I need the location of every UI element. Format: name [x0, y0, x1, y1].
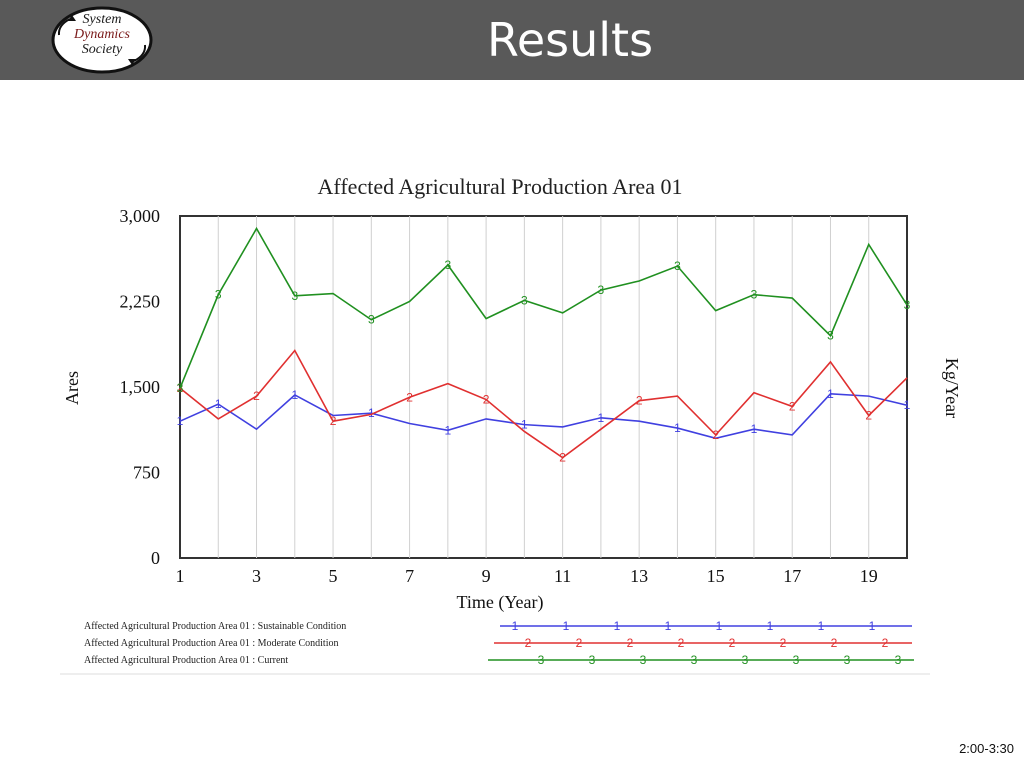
- legend-marker-3: 3: [895, 653, 902, 667]
- y-tick-label: 2,250: [120, 292, 161, 312]
- series-marker-2: 2: [253, 389, 260, 403]
- series-marker-1: 1: [751, 422, 758, 436]
- series-marker-3: 3: [827, 329, 834, 343]
- legend-marker-1: 1: [818, 619, 825, 633]
- slide-title: Results: [486, 13, 654, 67]
- line-chart: Affected Agricultural Production Area 01…: [60, 174, 962, 675]
- series-marker-1: 1: [674, 421, 681, 435]
- header-bar: System Dynamics Society Results: [0, 0, 1024, 80]
- x-tick-label: 9: [482, 566, 491, 586]
- series-marker-1: 1: [598, 411, 605, 425]
- legend-marker-1: 1: [716, 619, 723, 633]
- logo-line-2: Dynamics: [74, 27, 130, 42]
- series-marker-1: 1: [444, 423, 451, 437]
- x-tick-label: 3: [252, 566, 261, 586]
- logo-line-1: System: [82, 12, 122, 27]
- x-tick-label: 15: [707, 566, 725, 586]
- y-tick-label: 1,500: [120, 377, 161, 397]
- legend-marker-3: 3: [742, 653, 749, 667]
- series-marker-2: 2: [865, 409, 872, 423]
- series-marker-3: 3: [291, 289, 298, 303]
- x-tick-label: 1: [176, 566, 185, 586]
- legend-marker-1: 1: [512, 619, 519, 633]
- series-marker-1: 1: [177, 414, 184, 428]
- legend-marker-1: 1: [614, 619, 621, 633]
- x-tick-label: 7: [405, 566, 414, 586]
- series-marker-1: 1: [291, 388, 298, 402]
- series-marker-1: 1: [368, 406, 375, 420]
- legend-marker-3: 3: [793, 653, 800, 667]
- legend-marker-1: 1: [869, 619, 876, 633]
- series-marker-1: 1: [521, 418, 528, 432]
- legend: Affected Agricultural Production Area 01…: [84, 619, 914, 667]
- series-line-3: [179, 226, 908, 389]
- logo-line-3: Society: [81, 42, 123, 57]
- legend-marker-2: 2: [678, 636, 685, 650]
- legend-marker-1: 1: [563, 619, 570, 633]
- legend-marker-3: 3: [691, 653, 698, 667]
- series-marker-3: 3: [177, 381, 184, 395]
- legend-label: Affected Agricultural Production Area 01…: [84, 655, 288, 666]
- legend-marker-2: 2: [831, 636, 838, 650]
- series-marker-1: 1: [827, 387, 834, 401]
- y-tick-label: 750: [133, 463, 160, 483]
- legend-marker-3: 3: [640, 653, 647, 667]
- legend-marker-2: 2: [627, 636, 634, 650]
- plot-area: [179, 215, 908, 559]
- system-dynamics-society-logo: [51, 6, 153, 74]
- y-axis-label: Ares: [62, 371, 82, 405]
- time-footer: 2:00-3:30: [959, 741, 1014, 756]
- legend-marker-2: 2: [525, 636, 532, 650]
- series-marker-3: 3: [674, 259, 681, 273]
- series-marker-2: 2: [712, 428, 719, 442]
- legend-marker-1: 1: [767, 619, 774, 633]
- series-marker-3: 3: [751, 288, 758, 302]
- x-tick-label: 11: [554, 566, 571, 586]
- legend-marker-2: 2: [729, 636, 736, 650]
- legend-marker-1: 1: [665, 619, 672, 633]
- legend-marker-2: 2: [576, 636, 583, 650]
- series-marker-2: 2: [330, 414, 337, 428]
- y-axis-ticks: 0 750 1,500 2,250 3,000: [120, 206, 161, 568]
- series-marker-3: 3: [444, 258, 451, 272]
- series-marker-3: 3: [215, 288, 222, 302]
- series-line-2: [179, 349, 908, 459]
- series-marker-2: 2: [789, 399, 796, 413]
- x-tick-label: 19: [860, 566, 878, 586]
- series-marker-3: 3: [598, 283, 605, 297]
- series-marker-1: 1: [904, 398, 911, 412]
- chart-title: Affected Agricultural Production Area 01: [318, 174, 683, 199]
- legend-label: Affected Agricultural Production Area 01…: [84, 638, 338, 649]
- y2-axis-label: Kg/Year: [942, 358, 962, 418]
- legend-label: Affected Agricultural Production Area 01…: [84, 621, 346, 632]
- legend-marker-3: 3: [538, 653, 545, 667]
- legend-marker-3: 3: [844, 653, 851, 667]
- series-marker-3: 3: [521, 293, 528, 307]
- series-line-1: [179, 393, 908, 440]
- series-marker-2: 2: [559, 451, 566, 465]
- y-tick-label: 0: [151, 548, 160, 568]
- series-marker-3: 3: [904, 298, 911, 312]
- x-tick-label: 17: [783, 566, 801, 586]
- logo-text: System Dynamics Society: [50, 12, 154, 57]
- legend-marker-2: 2: [882, 636, 889, 650]
- series-marker-2: 2: [406, 390, 413, 404]
- series-marker-1: 1: [215, 397, 222, 411]
- y-tick-label: 3,000: [120, 206, 161, 226]
- x-tick-label: 5: [329, 566, 338, 586]
- series-marker-3: 3: [368, 313, 375, 327]
- series-marker-2: 2: [636, 394, 643, 408]
- legend-marker-2: 2: [780, 636, 787, 650]
- x-axis-label: Time (Year): [456, 592, 543, 613]
- x-tick-label: 13: [630, 566, 648, 586]
- series-marker-2: 2: [483, 393, 490, 407]
- x-axis-ticks: 1 3 5 7 9 11 13 15 17 19: [176, 566, 878, 586]
- legend-marker-3: 3: [589, 653, 596, 667]
- grid-lines: [217, 216, 870, 558]
